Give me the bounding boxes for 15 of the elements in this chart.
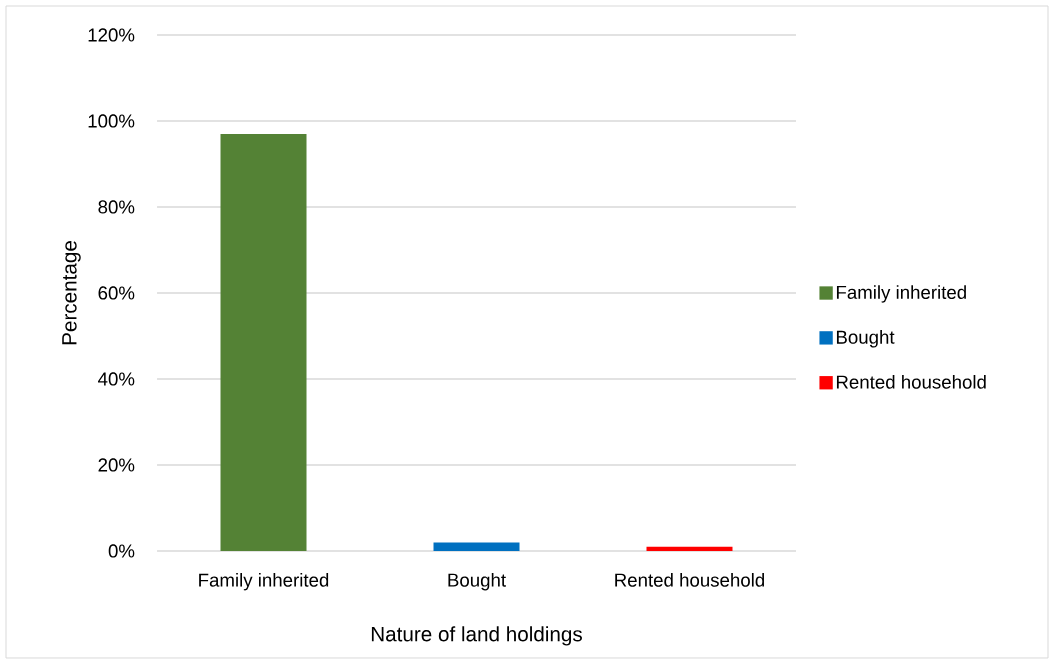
legend-label: Family inherited xyxy=(836,285,966,303)
legend-label: Bought xyxy=(836,330,895,348)
y-tick-label: 120% xyxy=(88,28,135,42)
legend-label: Rented household xyxy=(836,374,986,389)
y-tick-label: 80% xyxy=(98,200,135,214)
x-tick-label: Rented household xyxy=(615,573,765,587)
y-tick-label: 40% xyxy=(98,372,135,386)
x-tick-label: Family inherited xyxy=(199,573,329,591)
y-tick-label: 0% xyxy=(108,544,135,558)
y-tick-label: 20% xyxy=(98,458,135,472)
y-tick-label: 60% xyxy=(98,286,135,300)
x-tick-label: Bought xyxy=(448,573,506,591)
y-axis-title: Percentage xyxy=(62,241,81,345)
y-tick-label: 100% xyxy=(88,114,135,128)
x-axis-title: Nature of land holdings xyxy=(371,626,582,646)
